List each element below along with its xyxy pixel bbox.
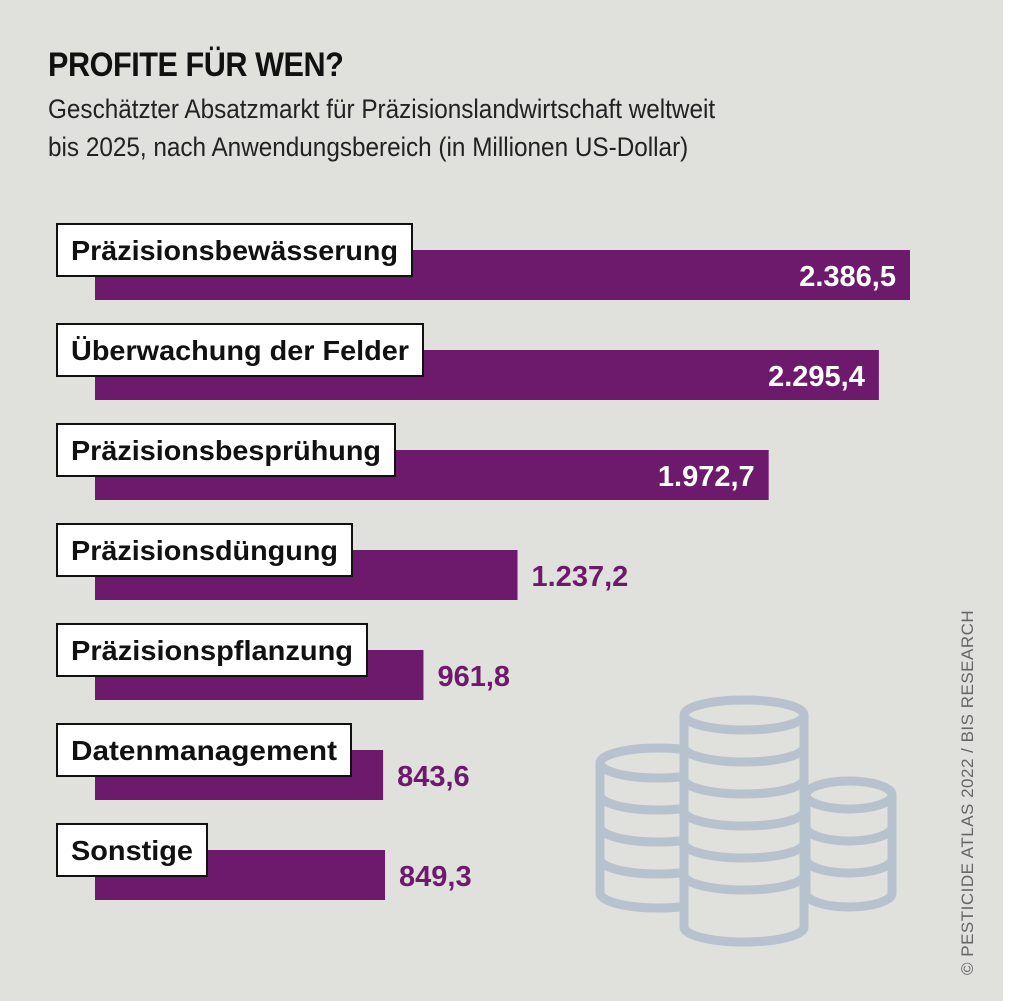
category-label-box-2 (56, 323, 424, 377)
category-label-6: Datenmanagement (71, 735, 337, 766)
source-credit: © PESTICIDE ATLAS 2022 / BIS RESEARCH (958, 609, 977, 975)
subtitle-line-1: Geschätzter Absatzmarkt für Präzisionsla… (48, 94, 716, 124)
chart-title: PROFITE FÜR WEN? (48, 46, 344, 84)
category-label-7: Sonstige (71, 835, 193, 866)
value-label-6: 843,6 (397, 761, 470, 793)
subtitle-line-2: bis 2025, nach Anwendungsbereich (in Mil… (48, 132, 689, 162)
coin-stack-center (679, 695, 809, 947)
category-label-box-5 (56, 623, 368, 677)
category-label-box-3 (56, 423, 396, 477)
category-label-1: Präzisionsbewässerung (71, 235, 398, 266)
category-label-3: Präzisionsbesprühung (71, 435, 381, 466)
value-label-1: 2.386,5 (799, 261, 896, 293)
category-label-2: Überwachung der Felder (71, 335, 409, 366)
value-label-4: 1.237,2 (532, 561, 629, 593)
bars-layer: Präzisionsbewässerung 2.386,5 Überwachung … (56, 223, 910, 900)
category-label-box-6 (56, 723, 352, 777)
category-label-4: Präzisionsdüngung (71, 535, 338, 566)
value-label-5: 961,8 (437, 661, 510, 693)
category-label-box-1 (56, 223, 413, 277)
value-label-7: 849,3 (399, 861, 472, 893)
value-label-2: 2.295,4 (768, 361, 865, 393)
value-label-3: 1.972,7 (658, 461, 755, 493)
coin-stacks-icon (595, 695, 897, 947)
category-label-5: Präzisionspflanzung (71, 635, 353, 666)
coin-stack-right (801, 776, 897, 912)
category-label-box-4 (56, 523, 353, 577)
category-label-box-7 (56, 823, 208, 877)
chart-subtitle: Geschätzter Absatzmarkt für Präzisionsla… (48, 90, 840, 166)
